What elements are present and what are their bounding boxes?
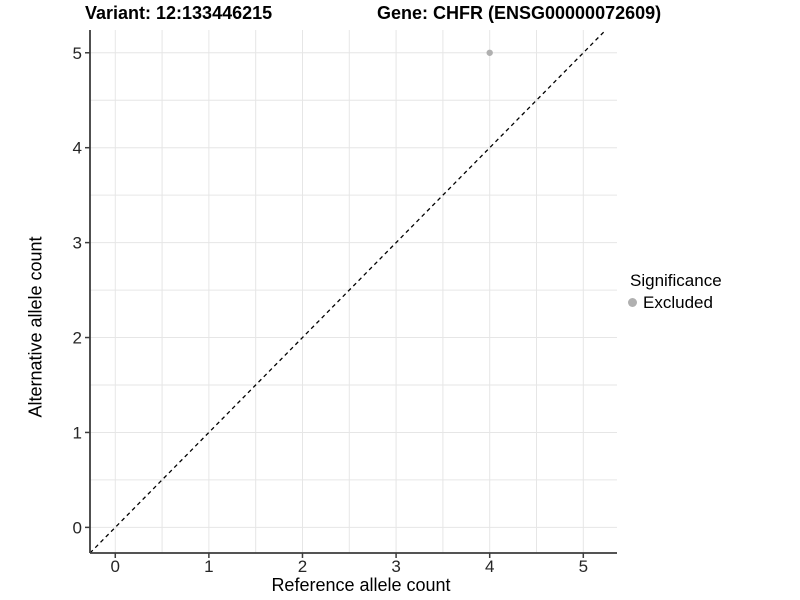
gene-title: Gene: CHFR (ENSG00000072609) — [377, 3, 662, 23]
y-tick-label: 2 — [73, 329, 82, 348]
y-tick-label: 5 — [73, 44, 82, 63]
x-axis-title: Reference allele count — [271, 575, 451, 595]
y-tick-label: 3 — [73, 234, 82, 253]
identity-dashed-line — [89, 29, 607, 554]
y-axis-title: Alternative allele count — [25, 236, 46, 418]
y-tick-label: 0 — [73, 518, 82, 537]
legend: Significance Excluded — [628, 271, 722, 312]
data-point — [486, 49, 493, 56]
legend-title: Significance — [630, 271, 722, 290]
x-tick-label: 5 — [579, 557, 588, 576]
x-tick-label: 0 — [111, 557, 120, 576]
legend-item: Excluded — [628, 293, 722, 312]
x-tick-label: 3 — [391, 557, 400, 576]
x-tick-label: 1 — [204, 557, 213, 576]
x-tick-label: 2 — [298, 557, 307, 576]
legend-items: Excluded — [628, 293, 722, 312]
legend-point-icon — [628, 298, 637, 307]
y-tick-label: 4 — [73, 139, 82, 158]
y-tick-label: 1 — [73, 423, 82, 442]
variant-title: Variant: 12:133446215 — [85, 3, 273, 23]
legend-item-label: Excluded — [643, 292, 713, 312]
x-tick-label: 4 — [485, 557, 494, 576]
